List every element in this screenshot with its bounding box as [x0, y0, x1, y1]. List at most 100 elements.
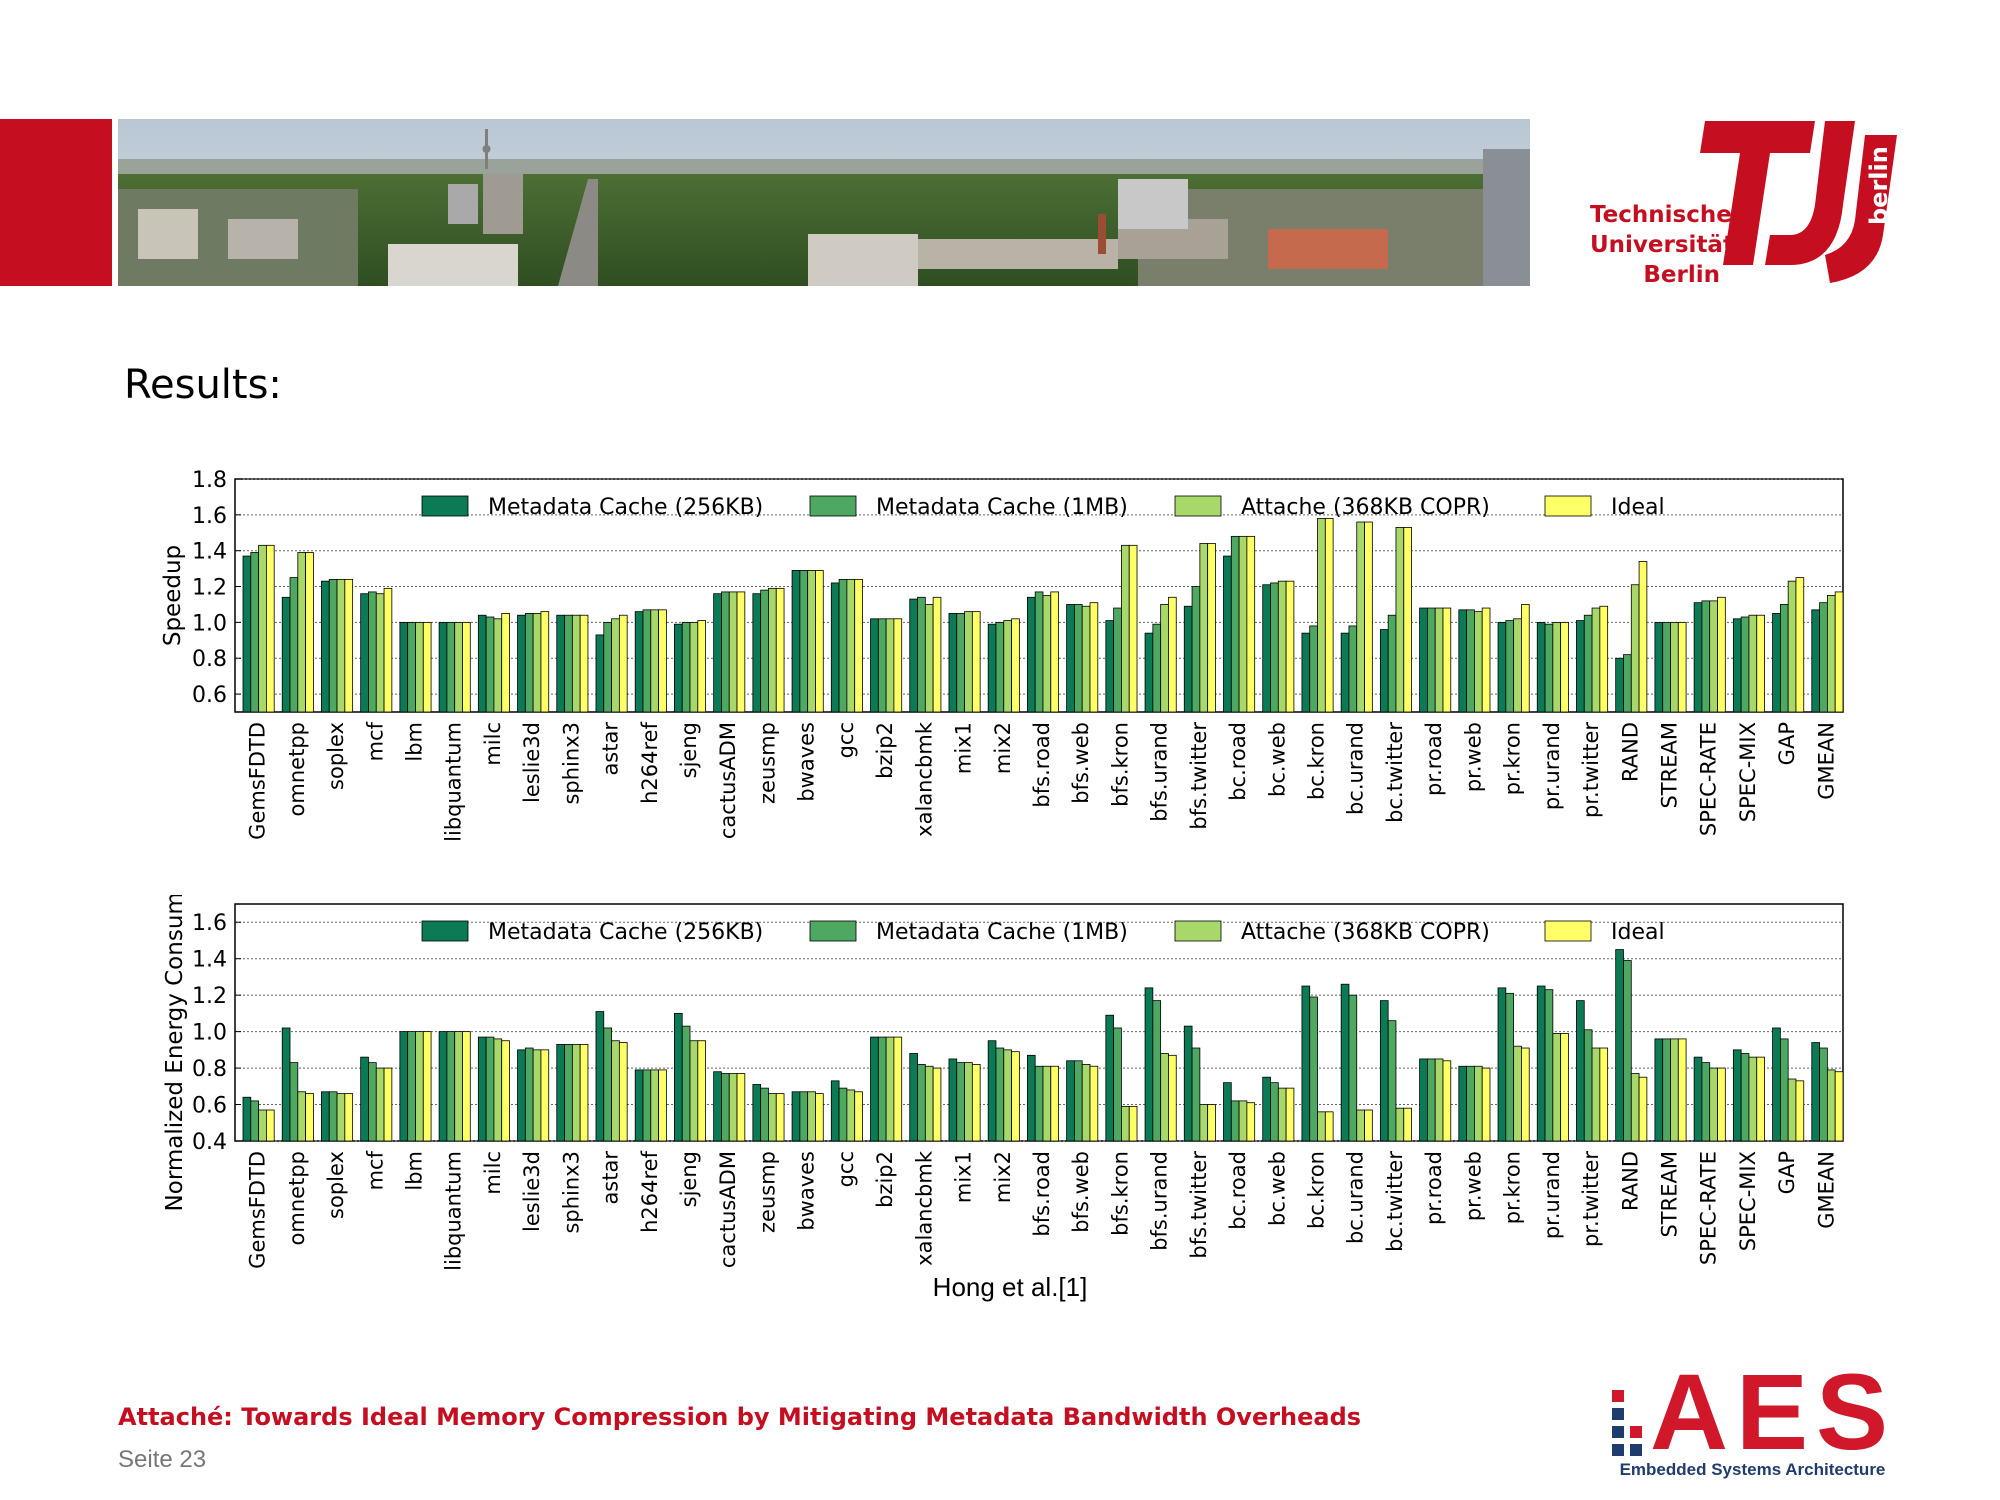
- x-tick-label: pr.kron: [1501, 1151, 1525, 1224]
- x-tick-label: lbm: [402, 722, 426, 762]
- x-tick-label: gcc: [834, 1151, 858, 1187]
- bar: [1779, 1038, 1789, 1142]
- bar: [1285, 1087, 1295, 1142]
- y-tick-label: 1.6: [192, 504, 227, 529]
- x-tick-label: bfs.urand: [1148, 1151, 1172, 1251]
- bar: [289, 577, 299, 713]
- bar: [1505, 992, 1515, 1142]
- bar: [1772, 1027, 1781, 1142]
- bar: [1356, 521, 1365, 713]
- slide-title: Results:: [124, 362, 282, 408]
- x-tick-label: leslie3d: [520, 722, 544, 803]
- bar: [1277, 580, 1287, 713]
- y-axis-label: Normalized Energy Consumption: [162, 895, 188, 1211]
- bar: [422, 1031, 432, 1142]
- bar: [485, 616, 495, 713]
- bar: [1591, 1047, 1601, 1142]
- bar: [815, 570, 824, 713]
- bar: [1630, 584, 1640, 713]
- bar: [1128, 544, 1138, 713]
- bar: [1615, 949, 1624, 1142]
- bar: [532, 1049, 542, 1142]
- bar: [1756, 614, 1765, 713]
- bar: [1270, 582, 1279, 713]
- bar: [603, 1027, 612, 1142]
- bar: [1458, 1065, 1468, 1142]
- tu-berlin-wordmark: Technische Universität Berlin: [1590, 200, 1734, 290]
- bar: [1497, 987, 1507, 1142]
- bar: [768, 1093, 777, 1142]
- legend-swatch: [1544, 495, 1592, 517]
- bar: [1230, 1100, 1240, 1142]
- bar: [815, 1093, 824, 1142]
- bar: [870, 1036, 879, 1142]
- bar: [1066, 1060, 1075, 1142]
- bar: [328, 578, 338, 713]
- x-tick-label: SPEC-MIX: [1736, 722, 1760, 822]
- x-tick-label: sphinx3: [559, 722, 583, 805]
- y-tick-label: 1.2: [192, 984, 227, 1009]
- bar: [1615, 657, 1624, 713]
- aes-logo-mark: [1612, 1390, 1642, 1456]
- bar: [422, 621, 432, 713]
- bar: [893, 618, 903, 713]
- bar: [1826, 595, 1836, 713]
- bar: [305, 552, 314, 713]
- bar: [987, 1040, 997, 1142]
- bar: [870, 618, 879, 713]
- x-tick-label: pr.web: [1461, 1151, 1485, 1221]
- bar: [1301, 632, 1311, 713]
- y-tick-label: 1.8: [192, 470, 227, 493]
- x-tick-label: SPEC-RATE: [1697, 722, 1721, 836]
- legend-swatch: [1174, 495, 1222, 517]
- bar: [579, 1043, 589, 1142]
- bar: [564, 1043, 573, 1142]
- bar: [1074, 604, 1083, 713]
- x-tick-label: leslie3d: [520, 1151, 544, 1232]
- bar: [1089, 602, 1099, 713]
- bar: [1787, 1078, 1797, 1142]
- x-tick-label: mix1: [952, 1151, 976, 1203]
- bar: [948, 613, 958, 713]
- x-tick-label: GAP: [1775, 722, 1799, 765]
- bar: [595, 634, 605, 713]
- figure-caption: Hong et al.[1]: [932, 1272, 1088, 1302]
- x-tick-label: bc.kron: [1305, 1151, 1329, 1229]
- bar: [1081, 605, 1091, 713]
- x-tick-label: astar: [599, 722, 623, 776]
- bar: [375, 1067, 385, 1142]
- y-tick-label: 0.8: [192, 647, 227, 672]
- bar: [689, 1040, 699, 1142]
- bar: [1050, 1065, 1059, 1142]
- x-tick-label: bc.web: [1265, 722, 1289, 797]
- y-tick-label: 1.0: [192, 611, 227, 636]
- y-tick-label: 1.6: [192, 911, 227, 936]
- bar: [697, 620, 707, 713]
- bar: [721, 1073, 730, 1142]
- bar: [407, 621, 416, 713]
- bar: [1081, 1064, 1091, 1142]
- bar: [328, 1091, 338, 1142]
- bar: [1128, 1105, 1138, 1142]
- bar: [1819, 1047, 1828, 1142]
- bar: [1474, 1065, 1483, 1142]
- bar: [1709, 600, 1718, 713]
- bar: [1748, 1056, 1758, 1142]
- bar: [603, 621, 612, 713]
- bar: [948, 1058, 958, 1142]
- bar: [556, 614, 565, 713]
- bar: [1395, 1107, 1405, 1142]
- bar: [1544, 989, 1554, 1142]
- bar: [1748, 614, 1758, 713]
- bar: [1638, 1076, 1648, 1142]
- bar: [595, 1011, 605, 1142]
- bar: [1050, 591, 1059, 713]
- bar: [1262, 1076, 1271, 1142]
- bar: [618, 614, 628, 713]
- y-tick-label: 1.2: [192, 576, 227, 601]
- bar: [752, 1084, 762, 1142]
- x-tick-label: cactusADM: [716, 1151, 740, 1268]
- bar: [1152, 1000, 1162, 1142]
- bar: [885, 1036, 895, 1142]
- bar: [1144, 632, 1154, 713]
